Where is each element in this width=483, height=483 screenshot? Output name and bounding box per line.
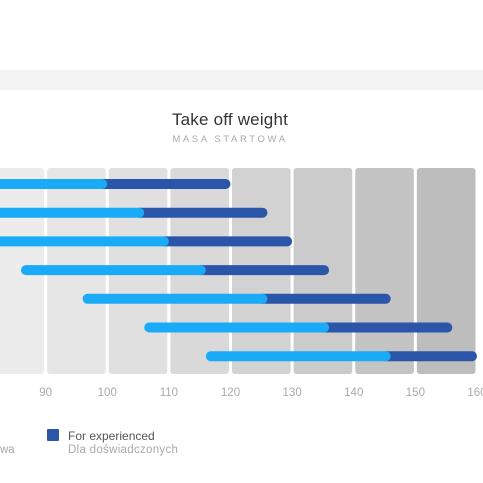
chart-subtitle: MASA STARTOWA (172, 134, 288, 145)
x-tick-label: 130 (283, 387, 302, 399)
bar-experienced (134, 207, 268, 218)
chart-title: Take off weight (171, 110, 289, 129)
bar-base (205, 351, 391, 362)
bar-base (144, 322, 330, 333)
bar-experienced (158, 236, 293, 247)
bar-base (0, 179, 108, 189)
x-tick-label: 150 (406, 387, 425, 399)
bar-base (20, 265, 206, 276)
grid-column (416, 168, 476, 374)
bar-base (82, 293, 268, 304)
bar-experienced (257, 293, 391, 304)
bar-experienced (380, 351, 477, 362)
legend-cut-sublabel: wa (0, 444, 15, 456)
x-tick-label: 120 (221, 387, 240, 399)
range-bar-chart: 90 100 110 120 130 140 150 160 (0, 168, 483, 399)
bar-experienced (319, 322, 453, 333)
header-band (0, 70, 483, 90)
legend-swatch-experienced (47, 429, 59, 441)
x-tick-label: 160 (467, 387, 483, 399)
bar-experienced (195, 265, 330, 276)
legend-sublabel-experienced: Dla doświadczonych (68, 444, 179, 456)
bar-experienced (97, 179, 231, 189)
grid-column (355, 168, 414, 374)
x-tick-label: 110 (160, 387, 178, 399)
bar-base (0, 236, 169, 247)
x-tick-label: 90 (39, 387, 52, 399)
bar-base (0, 207, 145, 218)
legend-label-experienced: For experienced (68, 429, 155, 443)
x-tick-label: 140 (344, 387, 363, 399)
x-tick-label: 100 (98, 387, 117, 399)
